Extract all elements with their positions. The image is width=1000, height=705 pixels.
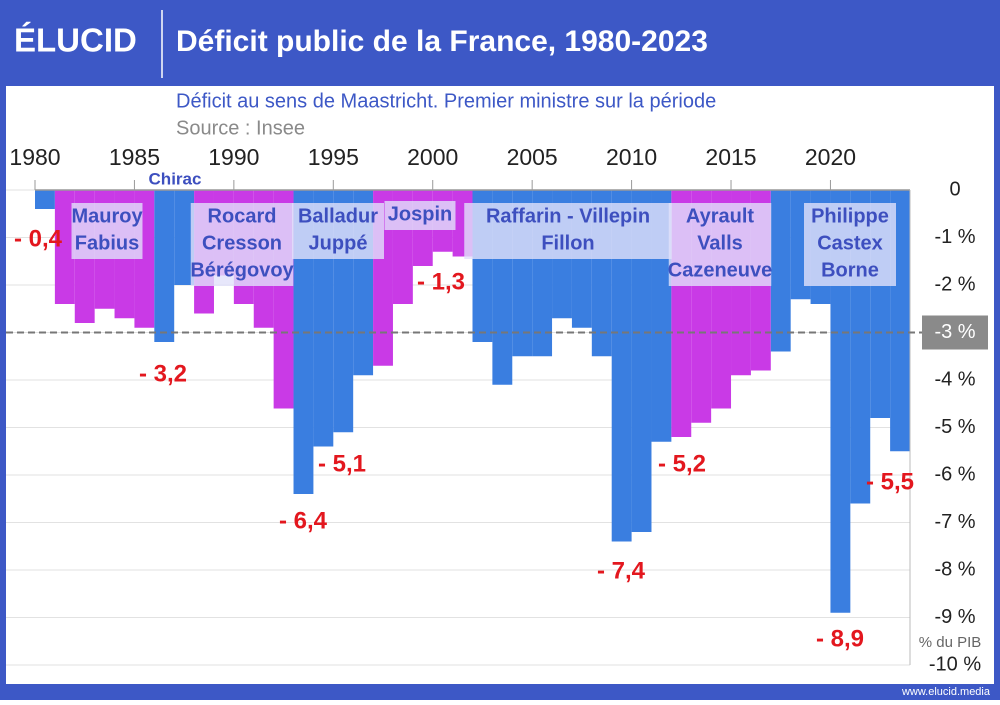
y-unit-label: % du PIB [919, 634, 982, 651]
period-label: Rocard [208, 205, 277, 227]
y-tick-label: 0 [949, 178, 960, 200]
bar [631, 190, 652, 532]
value-label: - 3,2 [139, 360, 187, 387]
bar [35, 190, 55, 209]
y-tick-label: -7 % [934, 511, 975, 533]
period-label: Fillon [541, 232, 594, 254]
period-label: Cazeneuve [668, 259, 773, 281]
y-tick-label: -2 % [934, 273, 975, 295]
reference-tick-box [922, 315, 988, 350]
bar [611, 190, 632, 542]
bar [54, 190, 75, 304]
value-label: - 7,4 [597, 557, 646, 584]
value-label: - 1,3 [417, 268, 465, 295]
x-tick-label: 2015 [705, 144, 756, 170]
source: Source : Insee [176, 117, 305, 139]
value-label: - 5,2 [658, 450, 706, 477]
bar [830, 190, 851, 613]
period-label: Mauroy [71, 205, 143, 227]
period-box [292, 203, 384, 259]
plot-panel [6, 86, 994, 684]
logo: ÉLUCID [14, 22, 137, 59]
period-box [71, 203, 143, 259]
period-box [668, 203, 772, 286]
value-label: - 5,5 [866, 468, 914, 495]
period-label: Bérégovoy [190, 259, 294, 281]
bar [293, 190, 314, 494]
y-tick-label: -9 % [934, 606, 975, 628]
y-tick-label: -10 % [929, 653, 981, 675]
y-tick-label: -4 % [934, 368, 975, 390]
value-label: - 8,9 [816, 625, 864, 652]
x-tick-label: 1995 [308, 144, 359, 170]
x-tick-label: 2005 [507, 144, 558, 170]
period-label: Philippe [811, 205, 889, 227]
period-box [384, 201, 456, 230]
x-tick-label: 1990 [208, 144, 259, 170]
subtitle: Déficit au sens de Maastricht. Premier m… [176, 90, 716, 112]
y-tick-label: -3 % [934, 321, 975, 343]
period-label: Castex [817, 232, 883, 254]
period-label: Cresson [202, 232, 282, 254]
x-tick-label: 2020 [805, 144, 856, 170]
period-label: Ayrault [686, 205, 755, 227]
x-tick-label: 1980 [9, 144, 60, 170]
y-tick-label: -8 % [934, 558, 975, 580]
period-label: Fabius [75, 232, 139, 254]
value-label: - 5,1 [318, 450, 366, 477]
x-tick-label: 2010 [606, 144, 657, 170]
period-label: Raffarin - Villepin [486, 205, 650, 227]
y-tick-label: -6 % [934, 463, 975, 485]
period-label: Chirac [149, 169, 202, 188]
period-label: Balladur [298, 205, 378, 227]
x-tick-label: 2000 [407, 144, 458, 170]
bar [770, 190, 791, 352]
x-tick-label: 1985 [109, 144, 160, 170]
y-tick-label: -1 % [934, 226, 975, 248]
period-box [190, 203, 294, 286]
value-label: - 6,4 [279, 507, 328, 534]
period-box [804, 203, 896, 286]
period-label: Borne [821, 259, 879, 281]
period-label: Juppé [309, 232, 368, 254]
y-tick-label: -5 % [934, 416, 975, 438]
period-label: Valls [697, 232, 743, 254]
period-label: Jospin [388, 203, 452, 225]
bar [174, 190, 195, 285]
period-box [464, 203, 672, 259]
chart-title: Déficit public de la France, 1980-2023 [176, 25, 708, 58]
bar [154, 190, 175, 342]
value-label: - 0,4 [14, 225, 63, 252]
footer-site: www.elucid.media [901, 686, 991, 698]
